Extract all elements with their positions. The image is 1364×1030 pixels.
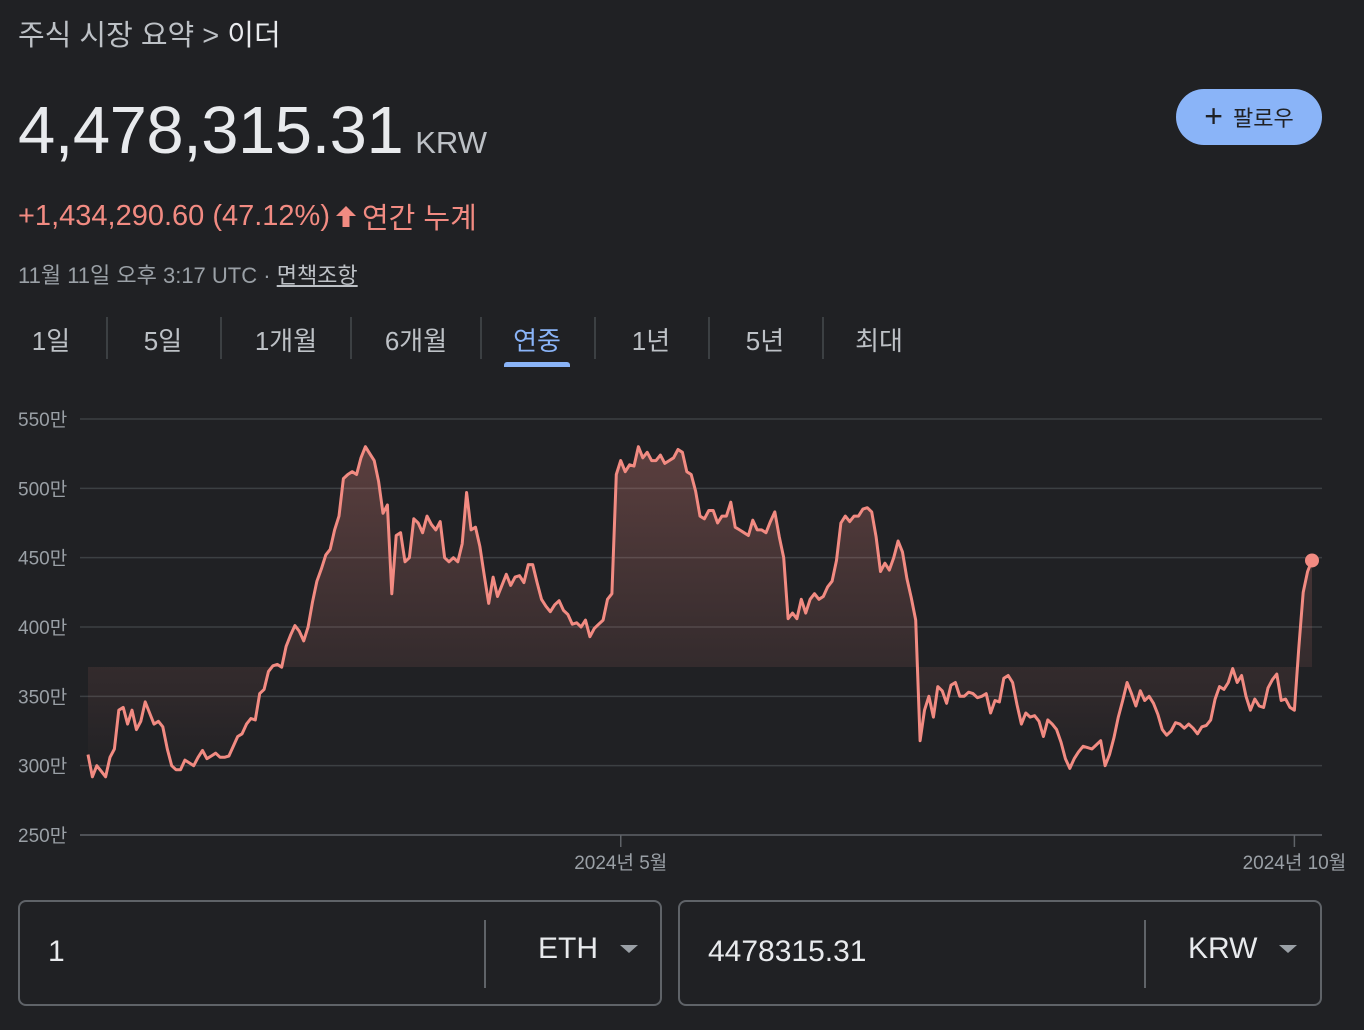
disclaimer-link[interactable]: 면책조항 xyxy=(276,263,358,288)
y-tick-label: 500만 xyxy=(18,478,67,500)
x-tick-label: 2024년 10월 xyxy=(1243,852,1347,874)
price-currency: KRW xyxy=(415,125,487,160)
tab-divider xyxy=(708,317,710,359)
follow-label: 팔로우 xyxy=(1232,106,1294,131)
follow-button[interactable]: + 팔로우 xyxy=(1176,89,1322,145)
last-price-marker xyxy=(1305,553,1319,568)
current-price: 4,478,315.31 xyxy=(18,93,404,168)
to-amount-input[interactable] xyxy=(706,934,1130,970)
tab-1d[interactable]: 1일 xyxy=(31,326,71,356)
tab-active-indicator xyxy=(504,362,570,367)
converter-from: ETH xyxy=(18,900,662,1006)
x-tick-label: 2024년 5월 xyxy=(574,852,667,874)
plus-icon: + xyxy=(1204,97,1223,134)
breadcrumb-separator: > xyxy=(202,20,220,52)
tab-ytd[interactable]: 연중 xyxy=(504,315,570,367)
timestamp-row: 11월 11일 오후 3:17 UTC · 면책조항 xyxy=(18,258,358,290)
y-tick-label: 400만 xyxy=(18,617,67,639)
change-period: 연간 누계 xyxy=(362,203,477,235)
breadcrumb-parent[interactable]: 주식 시장 요약 xyxy=(18,20,195,52)
y-tick-label: 550만 xyxy=(18,409,67,431)
tab-1m[interactable]: 1개월 xyxy=(254,326,318,356)
timestamp-dot: · xyxy=(263,263,271,288)
converter-divider xyxy=(484,920,486,988)
breadcrumb: 주식 시장 요약 > 이더 xyxy=(18,12,281,54)
tab-divider xyxy=(220,317,222,359)
tab-divider xyxy=(350,317,352,359)
to-currency-label: KRW xyxy=(1188,932,1258,965)
x-axis-labels: 2024년 5월 2024년 10월 xyxy=(574,835,1346,874)
breadcrumb-current: 이더 xyxy=(227,20,281,52)
dropdown-caret-icon xyxy=(620,945,638,953)
y-tick-label: 350만 xyxy=(18,686,67,708)
price-area xyxy=(88,446,1312,777)
from-amount-input[interactable] xyxy=(46,934,470,970)
tab-divider xyxy=(594,317,596,359)
timestamp: 11월 11일 오후 3:17 UTC xyxy=(18,263,258,288)
price-row: 4,478,315.31 KRW xyxy=(18,92,487,169)
from-currency-label: ETH xyxy=(538,932,598,965)
price-line xyxy=(86,445,1314,779)
tab-divider xyxy=(822,317,824,359)
to-currency-select[interactable]: KRW xyxy=(1188,932,1298,966)
dropdown-caret-icon xyxy=(1279,945,1298,953)
change-value: +1,434,290.60 (47.12%) xyxy=(18,199,330,232)
converter-divider xyxy=(1144,920,1146,988)
y-tick-label: 250만 xyxy=(18,825,67,847)
tab-divider xyxy=(106,317,108,359)
tab-max[interactable]: 최대 xyxy=(855,326,903,356)
tab-1y[interactable]: 1년 xyxy=(631,326,671,356)
y-tick-label: 300만 xyxy=(18,756,67,778)
converter-to: KRW xyxy=(678,900,1322,1006)
tab-5d[interactable]: 5일 xyxy=(143,326,183,356)
tab-divider xyxy=(480,317,482,359)
from-currency-select[interactable]: ETH xyxy=(538,932,638,966)
y-tick-label: 450만 xyxy=(18,548,67,570)
arrow-up-icon xyxy=(336,206,356,227)
tab-5y[interactable]: 5년 xyxy=(745,326,785,356)
price-change: +1,434,290.60 (47.12%) 연간 누계 xyxy=(18,195,477,237)
tab-6m[interactable]: 6개월 xyxy=(384,326,448,356)
y-axis-labels: 250만 300만 350만 400만 450만 500만 550만 xyxy=(18,409,67,847)
